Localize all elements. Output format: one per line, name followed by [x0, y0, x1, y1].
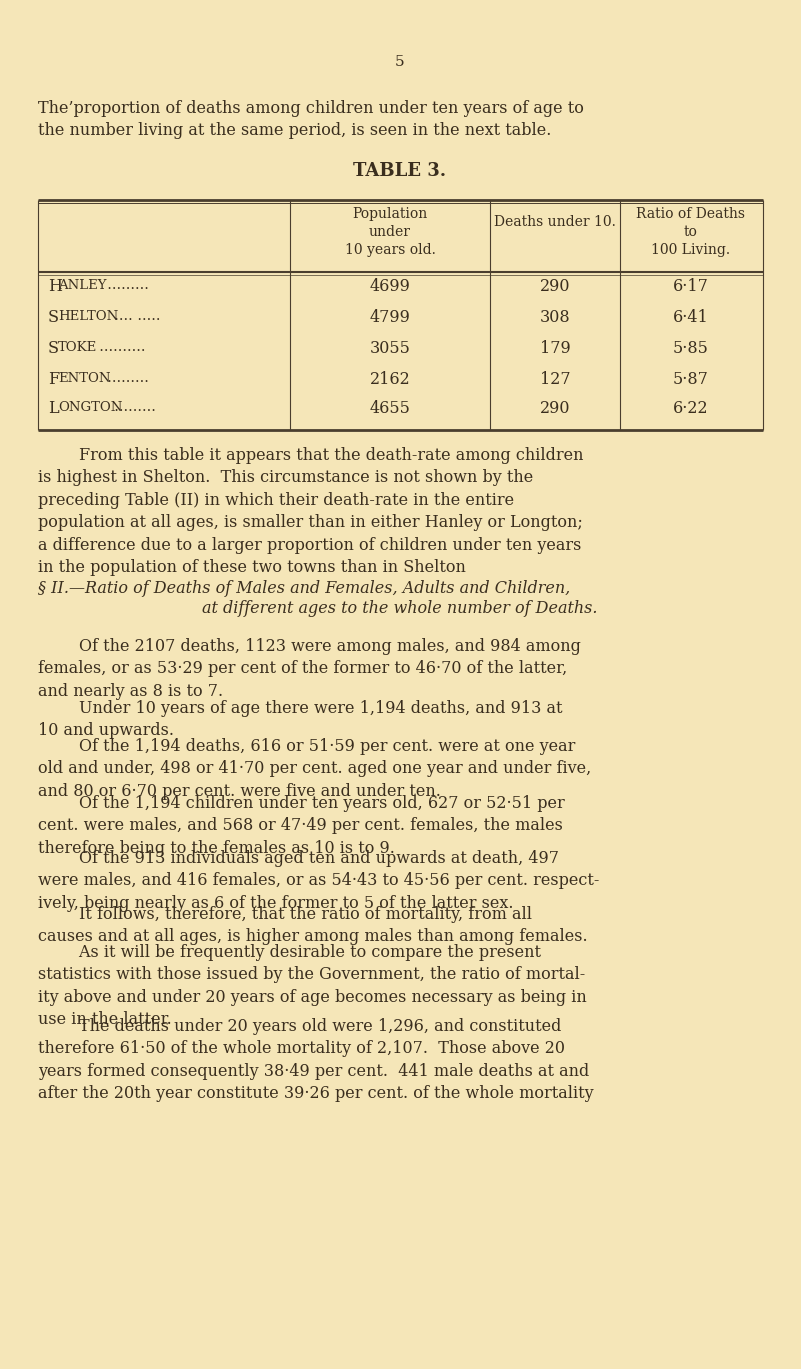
Text: HELTON: HELTON	[58, 309, 119, 323]
Text: 2162: 2162	[369, 371, 410, 387]
Text: From this table it appears that the death-rate among children
is highest in Shel: From this table it appears that the deat…	[38, 448, 583, 576]
Text: Ratio of Deaths
to
100 Living.: Ratio of Deaths to 100 Living.	[637, 207, 746, 257]
Text: § II.—Ratio of Deaths of Males and Females, Adults and Children,: § II.—Ratio of Deaths of Males and Femal…	[38, 580, 570, 597]
Text: 4799: 4799	[369, 309, 410, 326]
Text: ONGTON: ONGTON	[58, 401, 123, 413]
Text: Population
under
10 years old.: Population under 10 years old.	[344, 207, 436, 257]
Text: TABLE 3.: TABLE 3.	[353, 162, 447, 179]
Text: .... .....: .... .....	[105, 309, 160, 323]
Text: 308: 308	[540, 309, 570, 326]
Text: .........: .........	[98, 371, 148, 385]
Text: ..........: ..........	[90, 340, 146, 355]
Text: 3055: 3055	[369, 340, 410, 357]
Text: 179: 179	[540, 340, 570, 357]
Text: Of the 913 individuals aged ten and upwards at death, 497
were males, and 416 fe: Of the 913 individuals aged ten and upwa…	[38, 850, 599, 912]
Text: 5·87: 5·87	[673, 371, 709, 387]
Text: F: F	[48, 371, 59, 387]
Text: 6·17: 6·17	[673, 278, 709, 294]
Text: The’proportion of deaths among children under ten years of age to: The’proportion of deaths among children …	[38, 100, 584, 116]
Text: at different ages to the whole number of Deaths.: at different ages to the whole number of…	[202, 600, 598, 617]
Text: S: S	[48, 340, 59, 357]
Text: 5·85: 5·85	[673, 340, 709, 357]
Text: .........: .........	[98, 278, 148, 292]
Text: 127: 127	[540, 371, 570, 387]
Text: Under 10 years of age there were 1,194 deaths, and 913 at
10 and upwards.: Under 10 years of age there were 1,194 d…	[38, 700, 562, 739]
Text: TOKE: TOKE	[58, 341, 97, 355]
Text: .........: .........	[105, 400, 156, 413]
Text: Deaths under 10.: Deaths under 10.	[494, 215, 616, 229]
Text: ENTON: ENTON	[58, 372, 111, 385]
Text: 290: 290	[540, 278, 570, 294]
Text: Of the 1,194 deaths, 616 or 51·59 per cent. were at one year
old and under, 498 : Of the 1,194 deaths, 616 or 51·59 per ce…	[38, 738, 591, 799]
Text: Of the 1,194 children under ten years old, 627 or 52·51 per
cent. were males, an: Of the 1,194 children under ten years ol…	[38, 795, 565, 857]
Text: As it will be frequently desirable to compare the present
statistics with those : As it will be frequently desirable to co…	[38, 945, 587, 1028]
Text: 290: 290	[540, 400, 570, 418]
Text: It follows, therefore, that the ratio of mortality, from all
causes and at all a: It follows, therefore, that the ratio of…	[38, 906, 588, 946]
Text: S: S	[48, 309, 59, 326]
Text: ANLEY: ANLEY	[58, 279, 107, 292]
Text: 5: 5	[395, 55, 405, 68]
Text: Of the 2107 deaths, 1123 were among males, and 984 among
females, or as 53·29 pe: Of the 2107 deaths, 1123 were among male…	[38, 638, 581, 700]
Text: 6·41: 6·41	[673, 309, 709, 326]
Text: the number living at the same period, is seen in the next table.: the number living at the same period, is…	[38, 122, 551, 140]
Text: L: L	[48, 400, 58, 418]
Text: The deaths under 20 years old were 1,296, and constituted
therefore 61·50 of the: The deaths under 20 years old were 1,296…	[38, 1019, 594, 1102]
Text: 4699: 4699	[369, 278, 410, 294]
Text: H: H	[48, 278, 62, 294]
Text: 4655: 4655	[369, 400, 410, 418]
Text: 6·22: 6·22	[673, 400, 709, 418]
